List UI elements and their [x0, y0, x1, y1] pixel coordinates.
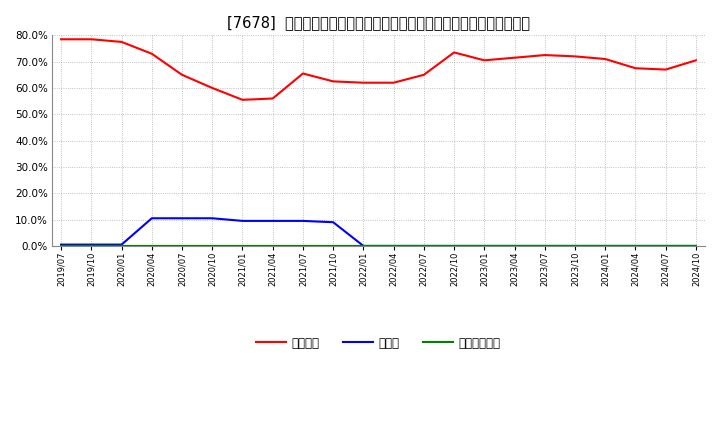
自己資本: [390, 80, 398, 85]
のれん: [510, 243, 519, 249]
のれん: [450, 243, 459, 249]
自己資本: [329, 79, 338, 84]
自己資本: [631, 66, 640, 71]
自己資本: [601, 56, 610, 62]
繰延税金資産: [480, 243, 489, 249]
自己資本: [117, 39, 126, 44]
自己資本: [510, 55, 519, 60]
のれん: [299, 218, 307, 224]
自己資本: [299, 71, 307, 76]
のれん: [178, 216, 186, 221]
のれん: [480, 243, 489, 249]
自己資本: [87, 37, 96, 42]
自己資本: [541, 52, 549, 58]
のれん: [420, 243, 428, 249]
自己資本: [662, 67, 670, 72]
繰延税金資産: [662, 243, 670, 249]
のれん: [208, 216, 217, 221]
Line: 自己資本: 自己資本: [61, 39, 696, 100]
のれん: [390, 243, 398, 249]
自己資本: [571, 54, 580, 59]
のれん: [359, 243, 368, 249]
繰延税金資産: [178, 243, 186, 249]
自己資本: [57, 37, 66, 42]
繰延税金資産: [299, 243, 307, 249]
繰延税金資産: [450, 243, 459, 249]
のれん: [541, 243, 549, 249]
Line: のれん: のれん: [61, 218, 696, 246]
のれん: [148, 216, 156, 221]
のれん: [329, 220, 338, 225]
繰延税金資産: [148, 243, 156, 249]
のれん: [692, 243, 701, 249]
自己資本: [208, 85, 217, 91]
繰延税金資産: [390, 243, 398, 249]
繰延税金資産: [359, 243, 368, 249]
自己資本: [148, 51, 156, 56]
自己資本: [269, 96, 277, 101]
のれん: [631, 243, 640, 249]
のれん: [87, 242, 96, 247]
自己資本: [420, 72, 428, 77]
のれん: [117, 242, 126, 247]
繰延税金資産: [57, 243, 66, 249]
のれん: [238, 218, 247, 224]
繰延税金資産: [208, 243, 217, 249]
繰延税金資産: [329, 243, 338, 249]
繰延税金資産: [238, 243, 247, 249]
繰延税金資産: [117, 243, 126, 249]
繰延税金資産: [601, 243, 610, 249]
のれん: [662, 243, 670, 249]
自己資本: [692, 58, 701, 63]
繰延税金資産: [571, 243, 580, 249]
自己資本: [238, 97, 247, 103]
繰延税金資産: [541, 243, 549, 249]
Legend: 自己資本, のれん, 繰延税金資産: 自己資本, のれん, 繰延税金資産: [251, 332, 505, 354]
のれん: [601, 243, 610, 249]
自己資本: [450, 50, 459, 55]
のれん: [571, 243, 580, 249]
のれん: [269, 218, 277, 224]
Title: [7678]  自己資本、のれん、繰延税金資産の総資産に対する比率の推移: [7678] 自己資本、のれん、繰延税金資産の総資産に対する比率の推移: [227, 15, 530, 30]
自己資本: [178, 72, 186, 77]
繰延税金資産: [87, 243, 96, 249]
繰延税金資産: [510, 243, 519, 249]
自己資本: [359, 80, 368, 85]
繰延税金資産: [269, 243, 277, 249]
繰延税金資産: [692, 243, 701, 249]
繰延税金資産: [631, 243, 640, 249]
のれん: [57, 242, 66, 247]
繰延税金資産: [420, 243, 428, 249]
自己資本: [480, 58, 489, 63]
